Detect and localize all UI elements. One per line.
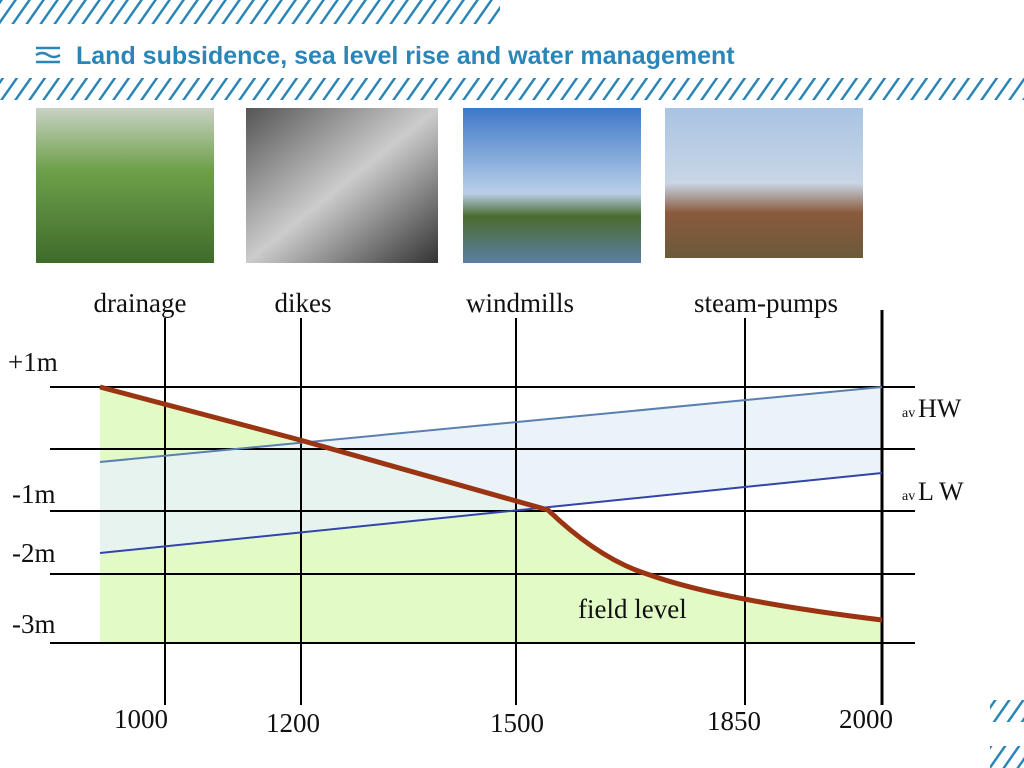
header-stripes bbox=[0, 78, 1024, 100]
field-level-label: field level bbox=[578, 594, 687, 624]
era-label: windmills bbox=[466, 288, 574, 318]
level-label: +1m bbox=[8, 347, 58, 377]
corner-stripes bbox=[990, 700, 1024, 722]
slide-title: Land subsidence, sea level rise and wate… bbox=[76, 42, 735, 70]
photo-drainage bbox=[36, 108, 214, 263]
era-label: steam-pumps bbox=[694, 288, 838, 318]
level-label: -3m bbox=[12, 609, 56, 639]
year-label: 2000 bbox=[839, 704, 893, 734]
high-water-label: HW bbox=[918, 394, 962, 423]
photo-dikes bbox=[246, 108, 438, 263]
era-label: drainage bbox=[94, 288, 187, 318]
photo-windmill bbox=[463, 108, 641, 263]
corner-stripes bbox=[990, 746, 1024, 768]
era-label: dikes bbox=[275, 288, 332, 318]
high-water-prefix: av bbox=[902, 406, 915, 421]
low-water-prefix: av bbox=[902, 489, 915, 504]
year-label: 1200 bbox=[266, 708, 320, 738]
field-level-line bbox=[99, 384, 883, 623]
year-label: 1500 bbox=[490, 708, 544, 738]
year-label: 1000 bbox=[114, 704, 168, 734]
low-water-line bbox=[99, 472, 883, 554]
level-label: -1m bbox=[12, 479, 56, 509]
level-label: -2m bbox=[12, 538, 56, 568]
header-stripes bbox=[0, 0, 500, 24]
grid bbox=[50, 310, 915, 705]
year-label: 1850 bbox=[707, 706, 761, 736]
title-icon bbox=[35, 46, 61, 64]
high-water-line bbox=[99, 386, 883, 463]
photo-steam-pump bbox=[665, 108, 863, 258]
low-water-label: L W bbox=[918, 477, 964, 506]
